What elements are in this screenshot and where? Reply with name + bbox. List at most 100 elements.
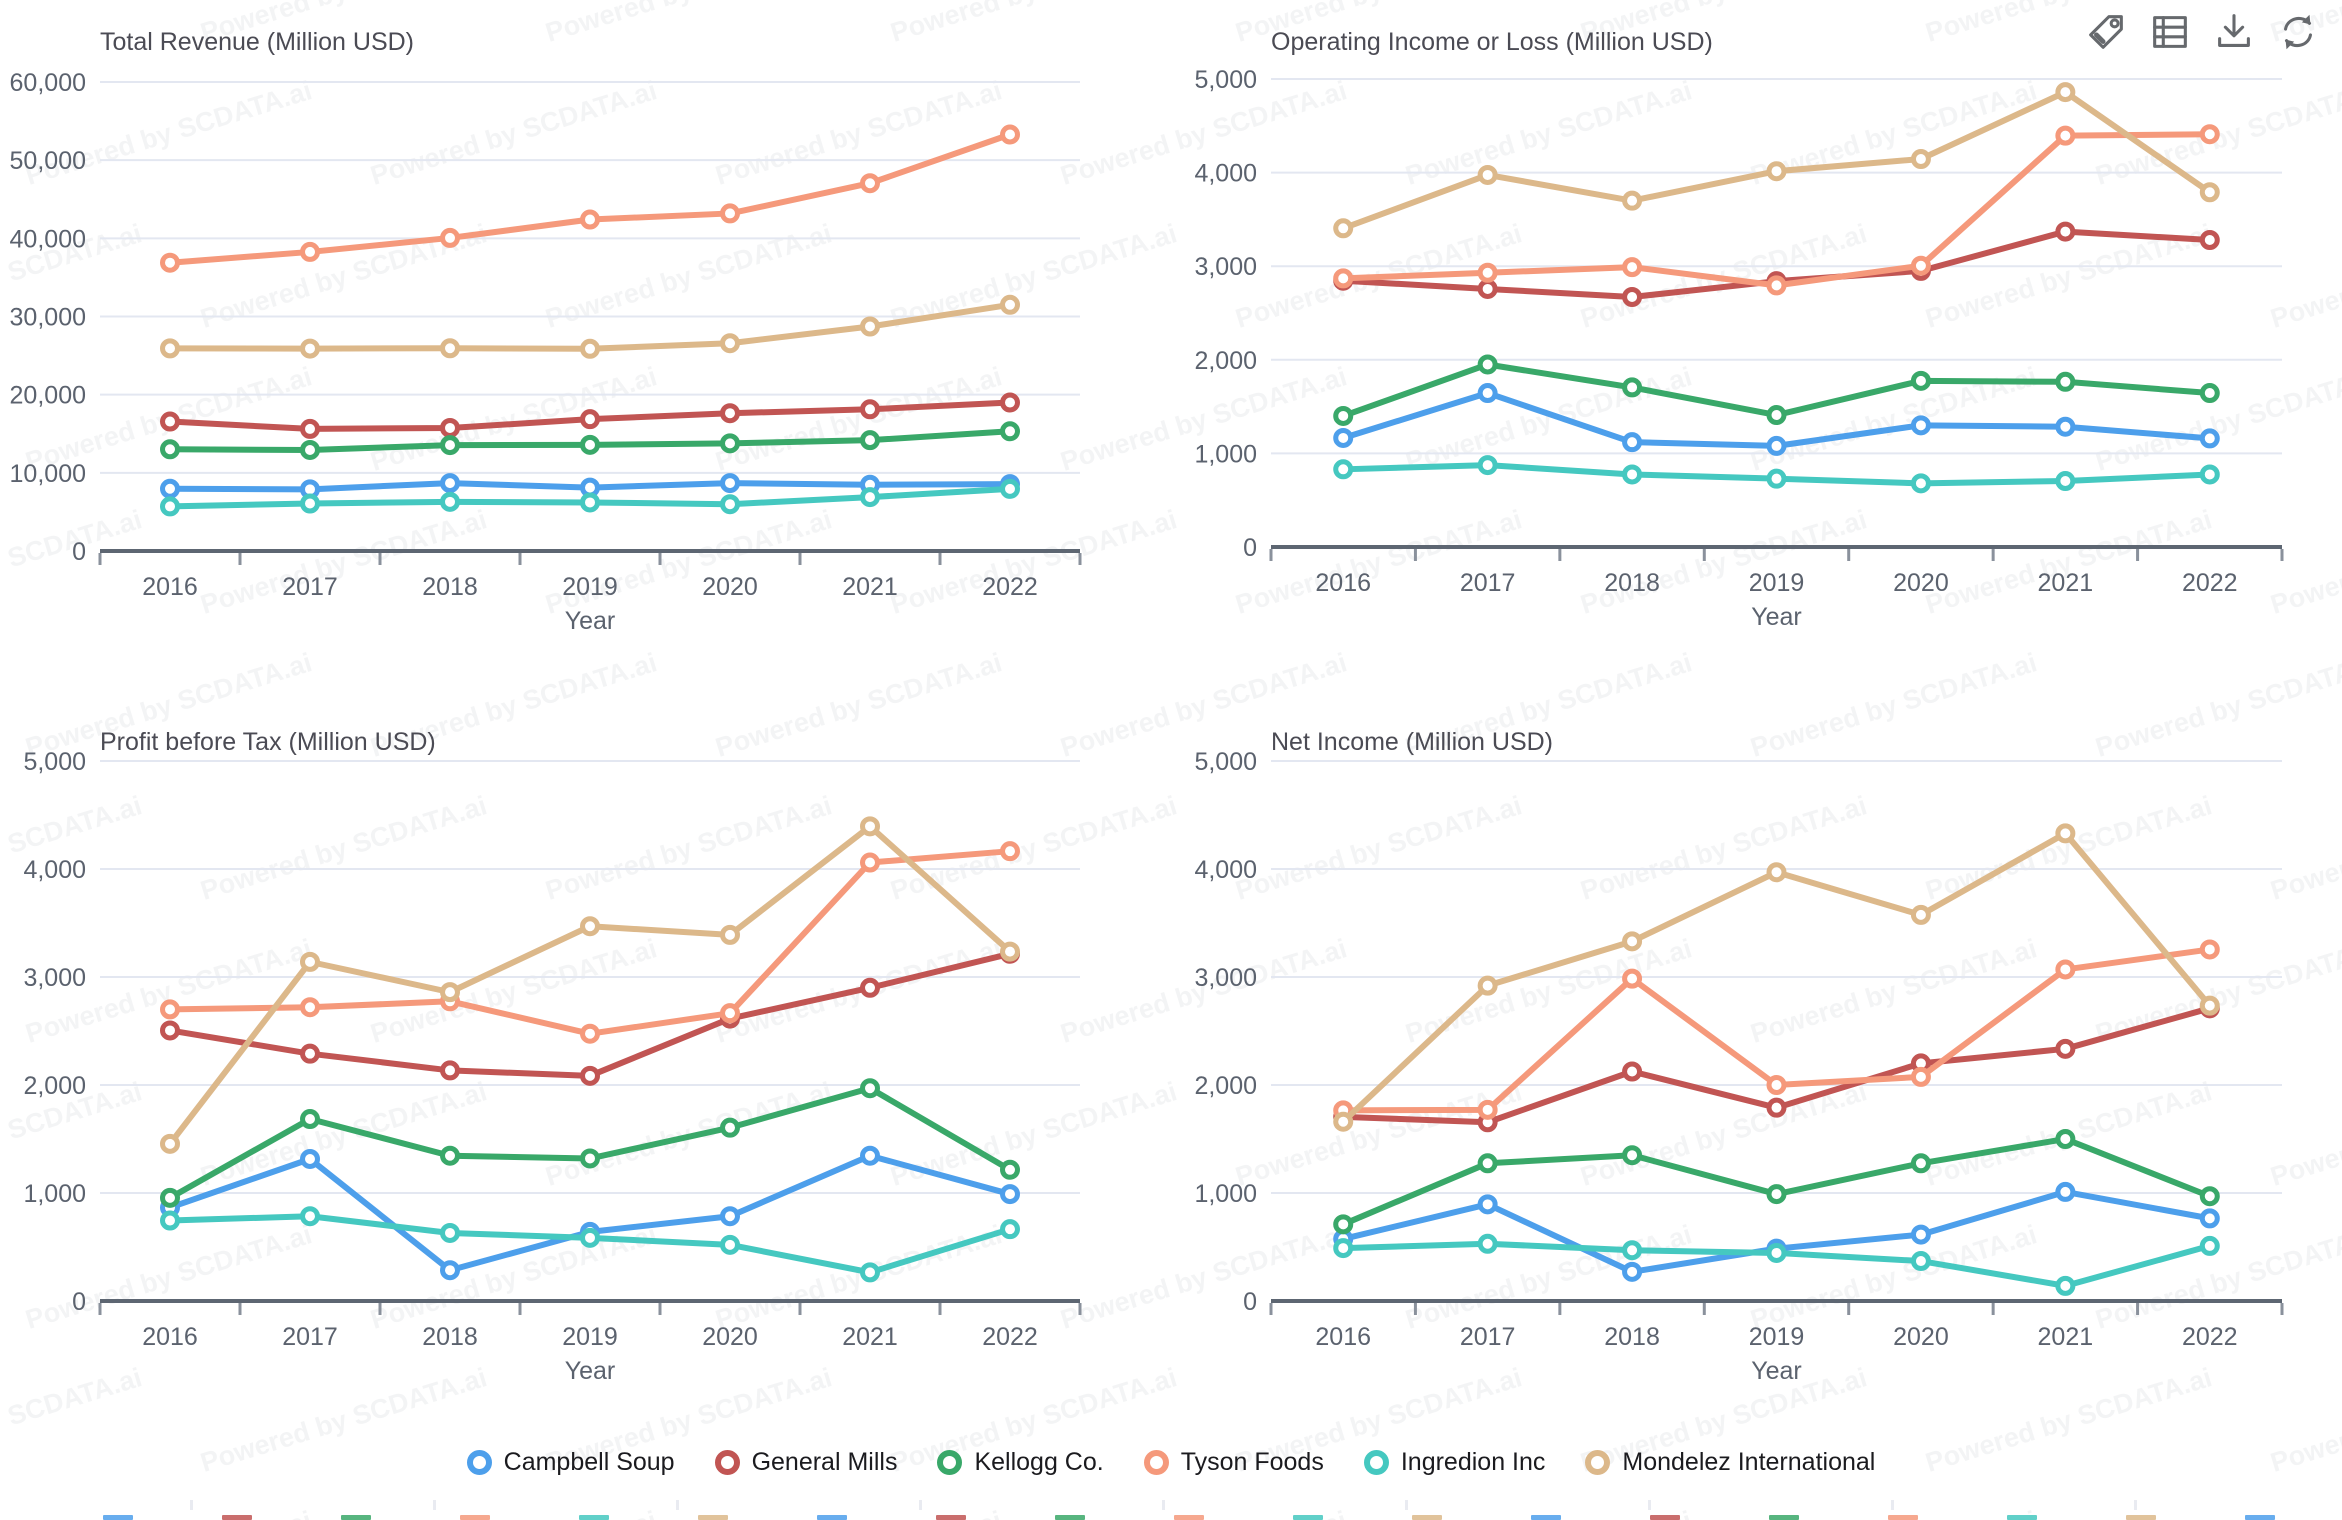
data-point-general-mills[interactable] [160,1020,180,1041]
data-point-mondelez-international[interactable] [860,316,880,337]
data-point-ingredion-inc[interactable] [160,496,180,517]
data-point-campbell-soup[interactable] [860,1145,880,1166]
data-point-ingredion-inc[interactable] [1477,1233,1498,1254]
data-point-kellogg-co[interactable] [2199,383,2220,404]
data-point-mondelez-international[interactable] [1333,218,1354,239]
data-point-tyson-foods[interactable] [720,203,740,224]
data-point-kellogg-co[interactable] [1000,1159,1020,1180]
data-point-mondelez-international[interactable] [580,916,600,937]
data-point-ingredion-inc[interactable] [2055,471,2076,492]
legend-item-general-mills[interactable]: General Mills [714,1448,897,1477]
data-point-ingredion-inc[interactable] [300,1206,320,1227]
data-table-icon[interactable] [2146,8,2194,56]
data-point-mondelez-international[interactable] [2199,182,2220,203]
data-point-campbell-soup[interactable] [1477,1194,1498,1215]
data-point-mondelez-international[interactable] [1910,149,1931,170]
data-point-mondelez-international[interactable] [580,338,600,359]
data-point-ingredion-inc[interactable] [1477,455,1498,476]
data-point-tyson-foods[interactable] [860,852,880,873]
data-point-mondelez-international[interactable] [1000,941,1020,962]
data-point-ingredion-inc[interactable] [440,1222,460,1243]
data-point-campbell-soup[interactable] [720,473,740,494]
data-point-mondelez-international[interactable] [160,1133,180,1154]
data-point-campbell-soup[interactable] [1766,435,1787,456]
data-point-campbell-soup[interactable] [440,1260,460,1281]
data-point-mondelez-international[interactable] [860,816,880,837]
data-point-mondelez-international[interactable] [1910,904,1931,925]
data-point-campbell-soup[interactable] [2055,416,2076,437]
data-point-tyson-foods[interactable] [1622,257,1643,278]
data-point-kellogg-co[interactable] [440,435,460,456]
data-point-ingredion-inc[interactable] [720,1234,740,1255]
data-point-ingredion-inc[interactable] [1910,473,1931,494]
data-point-ingredion-inc[interactable] [1910,1251,1931,1272]
data-point-mondelez-international[interactable] [2055,82,2076,103]
data-point-campbell-soup[interactable] [1333,427,1354,448]
legend-item-ingredion-inc[interactable]: Ingredion Inc [1363,1448,1545,1477]
data-point-tyson-foods[interactable] [1333,268,1354,289]
data-point-kellogg-co[interactable] [1477,1153,1498,1174]
data-point-tyson-foods[interactable] [160,252,180,273]
data-point-ingredion-inc[interactable] [1766,1242,1787,1263]
data-point-ingredion-inc[interactable] [160,1210,180,1231]
data-point-tyson-foods[interactable] [2055,959,2076,980]
data-point-kellogg-co[interactable] [1000,421,1020,442]
data-point-mondelez-international[interactable] [1766,862,1787,883]
data-point-general-mills[interactable] [1477,278,1498,299]
data-point-general-mills[interactable] [720,403,740,424]
data-point-ingredion-inc[interactable] [300,493,320,514]
data-point-campbell-soup[interactable] [1622,432,1643,453]
data-point-mondelez-international[interactable] [440,338,460,359]
data-point-general-mills[interactable] [440,1060,460,1081]
data-point-general-mills[interactable] [300,418,320,439]
data-point-general-mills[interactable] [580,1065,600,1086]
data-point-tyson-foods[interactable] [1622,968,1643,989]
data-point-general-mills[interactable] [2055,1038,2076,1059]
data-point-mondelez-international[interactable] [1622,931,1643,952]
data-point-tyson-foods[interactable] [2055,125,2076,146]
data-point-campbell-soup[interactable] [720,1206,740,1227]
data-point-ingredion-inc[interactable] [2055,1275,2076,1296]
data-point-ingredion-inc[interactable] [1333,1238,1354,1259]
data-point-kellogg-co[interactable] [1622,1145,1643,1166]
data-point-kellogg-co[interactable] [160,439,180,460]
data-point-general-mills[interactable] [860,399,880,420]
data-point-tyson-foods[interactable] [1477,1099,1498,1120]
data-point-campbell-soup[interactable] [440,473,460,494]
data-point-tyson-foods[interactable] [160,999,180,1020]
data-point-campbell-soup[interactable] [1000,1184,1020,1205]
data-point-tyson-foods[interactable] [580,1023,600,1044]
data-point-campbell-soup[interactable] [1477,383,1498,404]
legend-item-tyson-foods[interactable]: Tyson Foods [1143,1448,1324,1477]
data-point-tyson-foods[interactable] [2199,939,2220,960]
data-point-mondelez-international[interactable] [160,338,180,359]
data-point-kellogg-co[interactable] [580,1148,600,1169]
data-point-general-mills[interactable] [160,411,180,432]
download-icon[interactable] [2210,8,2258,56]
data-point-tyson-foods[interactable] [1910,1066,1931,1087]
data-point-kellogg-co[interactable] [860,1078,880,1099]
data-point-general-mills[interactable] [300,1043,320,1064]
data-point-ingredion-inc[interactable] [2199,464,2220,485]
data-point-kellogg-co[interactable] [2199,1186,2220,1207]
data-point-mondelez-international[interactable] [1766,161,1787,182]
data-point-kellogg-co[interactable] [860,430,880,451]
data-point-kellogg-co[interactable] [580,434,600,455]
data-point-tyson-foods[interactable] [860,173,880,194]
refresh-icon[interactable] [2274,8,2322,56]
data-point-kellogg-co[interactable] [1622,377,1643,398]
data-point-kellogg-co[interactable] [160,1187,180,1208]
data-point-kellogg-co[interactable] [1766,1184,1787,1205]
data-point-tyson-foods[interactable] [1766,275,1787,296]
data-point-general-mills[interactable] [2055,221,2076,242]
data-point-kellogg-co[interactable] [1477,354,1498,375]
data-point-general-mills[interactable] [1766,1097,1787,1118]
data-point-ingredion-inc[interactable] [720,494,740,515]
data-point-mondelez-international[interactable] [720,924,740,945]
data-point-mondelez-international[interactable] [720,333,740,354]
data-point-ingredion-inc[interactable] [580,492,600,513]
data-point-general-mills[interactable] [440,417,460,438]
data-point-general-mills[interactable] [1622,286,1643,307]
data-point-ingredion-inc[interactable] [580,1227,600,1248]
data-point-ingredion-inc[interactable] [1622,1240,1643,1261]
